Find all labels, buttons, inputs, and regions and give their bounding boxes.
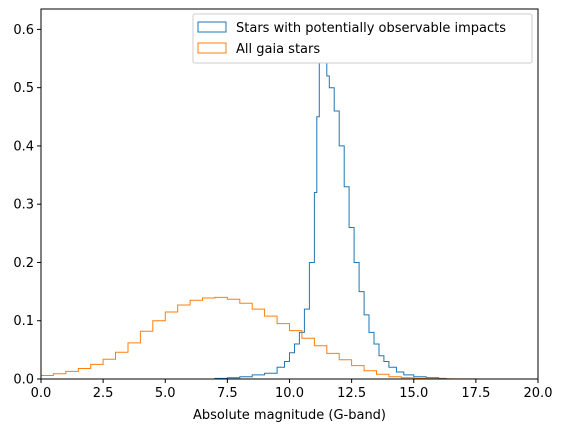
x-tick-label: 5.0 (155, 386, 176, 401)
y-tick-label: 0.6 (13, 23, 34, 38)
series-all-gaia-histogram (40, 296, 477, 380)
y-tick-label: 0.0 (13, 373, 34, 388)
x-tick-label: 12.5 (337, 386, 366, 401)
y-tick-label: 0.1 (13, 314, 34, 329)
x-tick-label: 0.0 (31, 386, 52, 401)
y-tick-label: 0.4 (13, 139, 34, 154)
y-tick-label: 0.5 (13, 81, 34, 96)
x-tick-label: 15.0 (399, 386, 428, 401)
legend-swatch-impacts (197, 21, 227, 33)
y-tick-label: 0.3 (13, 198, 34, 213)
x-tick-label: 7.5 (217, 386, 238, 401)
legend-label-impacts: Stars with potentially observable impact… (236, 21, 506, 36)
legend-label-all: All gaia stars (236, 42, 320, 57)
x-tick-label: 2.5 (93, 386, 114, 401)
legend-box (192, 13, 533, 64)
legend-swatch-all (197, 42, 227, 54)
y-tick-label: 0.2 (13, 256, 34, 271)
axes-layer: 0.0 2.5 5.0 7.5 10.0 12.5 15.0 17.5 20.0 0.0 0.1 0.… (13, 23, 552, 401)
x-tick-label: 20.0 (524, 386, 553, 401)
series-impacts-histogram (205, 34, 448, 380)
series-layer (40, 34, 477, 380)
x-tick-label: 17.5 (461, 386, 490, 401)
x-tick-label: 10.0 (275, 386, 304, 401)
x-axis-label: Absolute magnitude (G-band) (193, 408, 386, 423)
legend: Stars with potentially observable impact… (192, 13, 533, 64)
